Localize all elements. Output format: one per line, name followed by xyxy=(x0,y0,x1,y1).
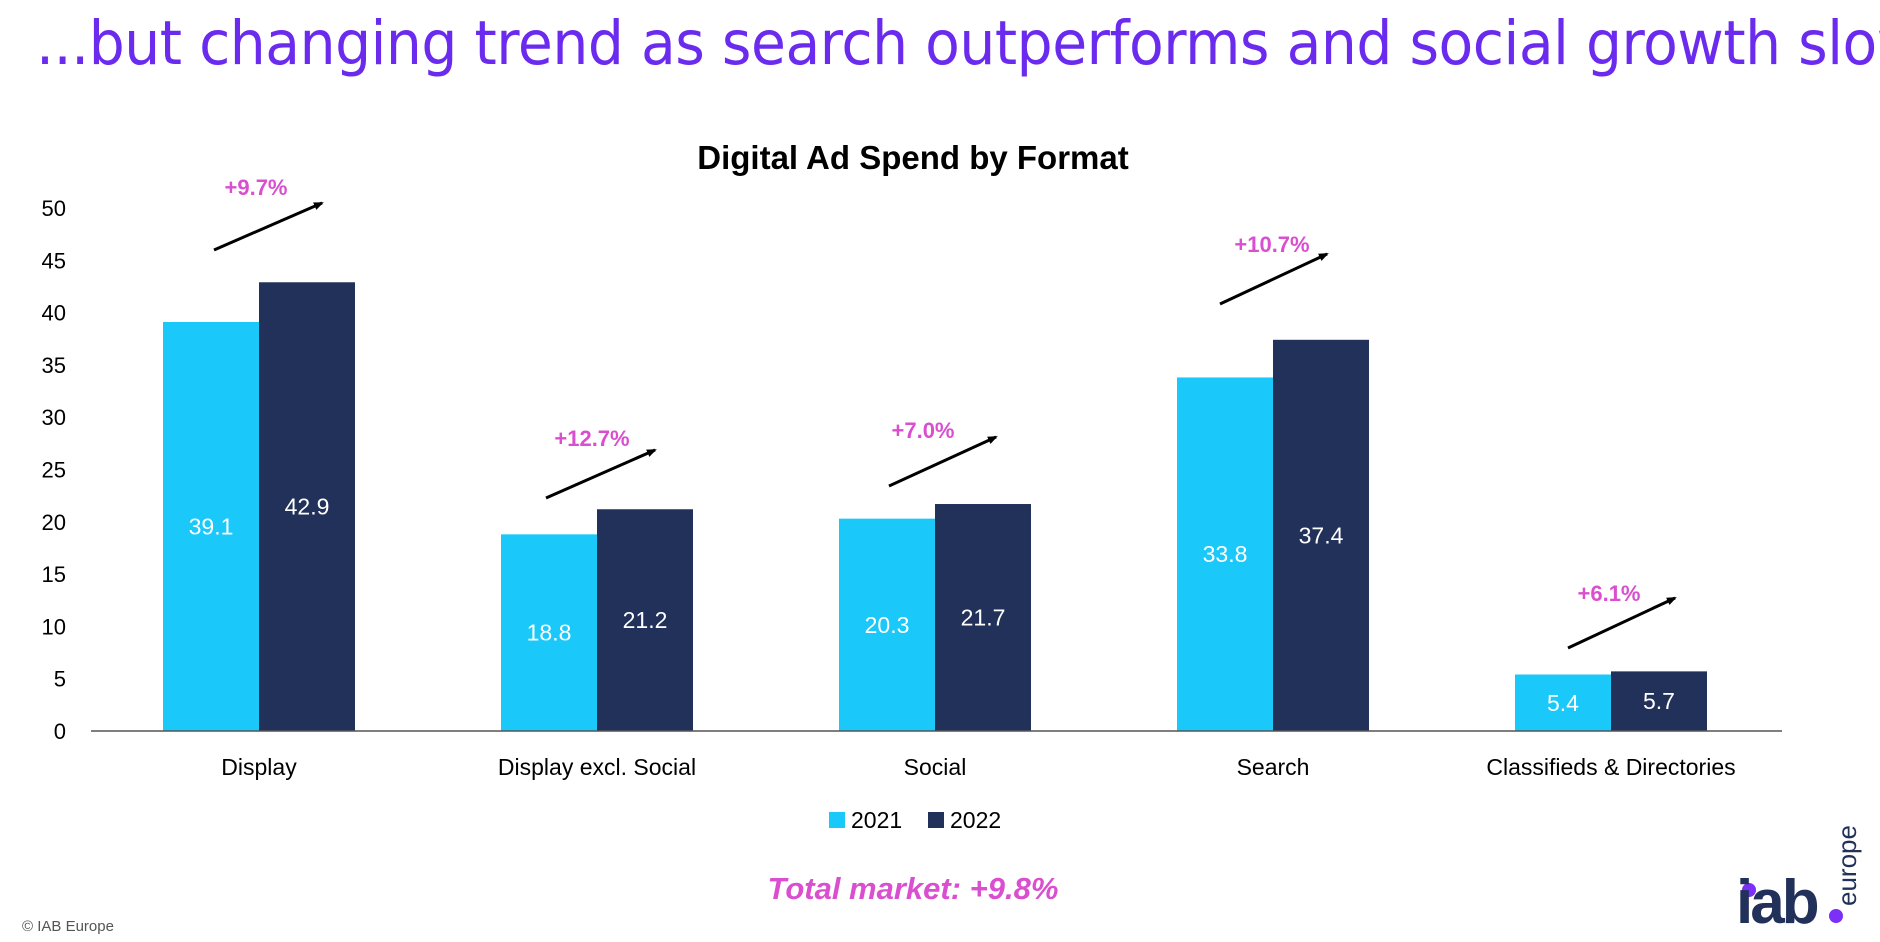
iab-europe-logo: iab europe xyxy=(1736,825,1862,928)
y-axis: 0 5 10 15 20 25 30 35 40 45 50 xyxy=(42,196,66,744)
bar-2021 xyxy=(839,518,935,731)
slide-title: ...but changing trend as search outperfo… xyxy=(36,8,1880,79)
bar-2021 xyxy=(1177,377,1273,731)
x-tick-label: Display xyxy=(221,754,297,780)
legend-label-2022: 2022 xyxy=(950,807,1001,833)
y-tick-label: 5 xyxy=(54,667,66,692)
growth-arrow-icon xyxy=(888,435,998,488)
legend-label-2021: 2021 xyxy=(851,807,902,833)
bar-2021 xyxy=(163,322,259,731)
total-market-annotation: Total market: +9.8% xyxy=(768,871,1059,906)
y-tick-label: 15 xyxy=(42,562,66,587)
bar-value-label: 33.8 xyxy=(1203,541,1248,567)
bar-value-label: 37.4 xyxy=(1299,522,1344,548)
growth-arrow-icon xyxy=(545,448,657,500)
y-tick-label: 40 xyxy=(42,301,66,326)
bar-value-label: 5.7 xyxy=(1643,688,1675,714)
growth-label: +10.7% xyxy=(1234,232,1309,257)
x-tick-label: Social xyxy=(904,754,967,780)
growth-label: +12.7% xyxy=(554,426,629,451)
legend: 2021 2022 xyxy=(829,807,1001,833)
bar-2021 xyxy=(1515,674,1611,731)
growth-label: +9.7% xyxy=(225,175,288,200)
y-tick-label: 35 xyxy=(42,353,66,378)
y-tick-label: 30 xyxy=(42,405,66,430)
x-tick-label: Display excl. Social xyxy=(498,754,696,780)
y-tick-label: 20 xyxy=(42,510,66,535)
bar-2022 xyxy=(935,504,1031,731)
growth-arrow-icon xyxy=(213,201,324,252)
chart-title: Digital Ad Spend by Format xyxy=(697,139,1128,176)
bar-value-label: 5.4 xyxy=(1547,690,1579,716)
x-axis-labels: Display Display excl. Social Social Search C… xyxy=(221,754,1735,780)
bar-value-label: 18.8 xyxy=(527,620,572,646)
legend-swatch-2021 xyxy=(829,812,845,828)
svg-text:europe: europe xyxy=(1832,825,1862,906)
bar-2021 xyxy=(501,534,597,731)
y-tick-label: 50 xyxy=(42,196,66,221)
bar-value-label: 42.9 xyxy=(285,494,330,520)
growth-annotations: +9.7% +12.7% +7.0% +10.7% +6.1% xyxy=(213,175,1677,650)
bar-2022 xyxy=(259,282,355,731)
bar-value-label: 39.1 xyxy=(189,514,234,540)
growth-label: +7.0% xyxy=(892,418,955,443)
bar-2022 xyxy=(1273,339,1369,731)
y-tick-label: 0 xyxy=(54,719,66,744)
x-tick-label: Search xyxy=(1237,754,1310,780)
growth-arrow-icon xyxy=(1219,252,1329,306)
bar-2022 xyxy=(597,509,693,731)
bar-2022 xyxy=(1611,671,1707,731)
x-tick-label: Classifieds & Directories xyxy=(1486,754,1735,780)
svg-text:iab: iab xyxy=(1736,868,1818,928)
bars: 39.1 42.9 18.8 21.2 20.3 21.7 33.8 37.4 5.4 5.7 xyxy=(163,282,1707,731)
bar-value-label: 21.7 xyxy=(961,605,1006,631)
growth-arrow-icon xyxy=(1567,596,1677,650)
copyright-footer: © IAB Europe xyxy=(22,918,114,935)
legend-swatch-2022 xyxy=(928,812,944,828)
y-tick-label: 45 xyxy=(42,248,66,273)
growth-label: +6.1% xyxy=(1578,581,1641,606)
bar-value-label: 20.3 xyxy=(865,612,910,638)
y-tick-label: 25 xyxy=(42,458,66,483)
bar-value-label: 21.2 xyxy=(623,607,668,633)
y-tick-label: 10 xyxy=(42,614,66,639)
